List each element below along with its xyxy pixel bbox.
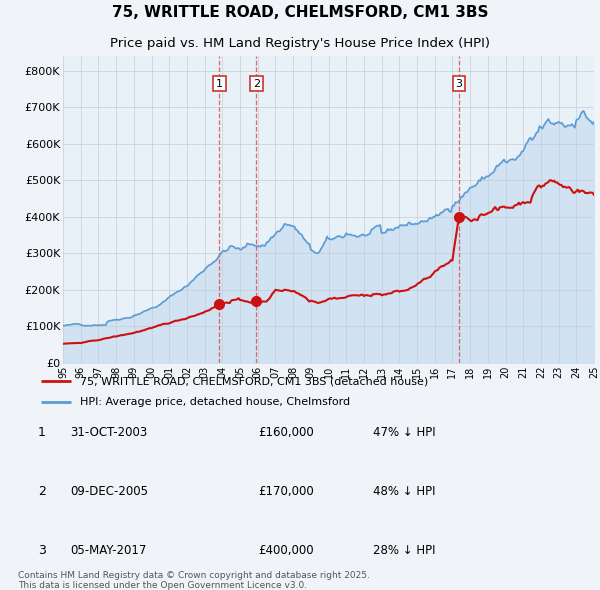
Text: Contains HM Land Registry data © Crown copyright and database right 2025.
This d: Contains HM Land Registry data © Crown c… — [18, 571, 370, 590]
Text: 3: 3 — [38, 543, 46, 557]
Text: £160,000: £160,000 — [259, 425, 314, 439]
Text: 09-DEC-2005: 09-DEC-2005 — [70, 484, 148, 498]
Text: 2: 2 — [253, 78, 260, 88]
Text: 3: 3 — [455, 78, 463, 88]
Text: £400,000: £400,000 — [259, 543, 314, 557]
Text: 48% ↓ HPI: 48% ↓ HPI — [373, 484, 436, 498]
Text: 75, WRITTLE ROAD, CHELMSFORD, CM1 3BS: 75, WRITTLE ROAD, CHELMSFORD, CM1 3BS — [112, 5, 488, 20]
Text: 47% ↓ HPI: 47% ↓ HPI — [373, 425, 436, 439]
Text: 31-OCT-2003: 31-OCT-2003 — [70, 425, 148, 439]
Text: Price paid vs. HM Land Registry's House Price Index (HPI): Price paid vs. HM Land Registry's House … — [110, 37, 490, 50]
Text: HPI: Average price, detached house, Chelmsford: HPI: Average price, detached house, Chel… — [80, 397, 350, 407]
Text: 1: 1 — [216, 78, 223, 88]
Text: 28% ↓ HPI: 28% ↓ HPI — [373, 543, 436, 557]
Text: 2: 2 — [38, 484, 46, 498]
Text: 75, WRITTLE ROAD, CHELMSFORD, CM1 3BS (detached house): 75, WRITTLE ROAD, CHELMSFORD, CM1 3BS (d… — [80, 376, 428, 386]
Text: £170,000: £170,000 — [259, 484, 314, 498]
Text: 1: 1 — [38, 425, 46, 439]
Text: 05-MAY-2017: 05-MAY-2017 — [70, 543, 147, 557]
